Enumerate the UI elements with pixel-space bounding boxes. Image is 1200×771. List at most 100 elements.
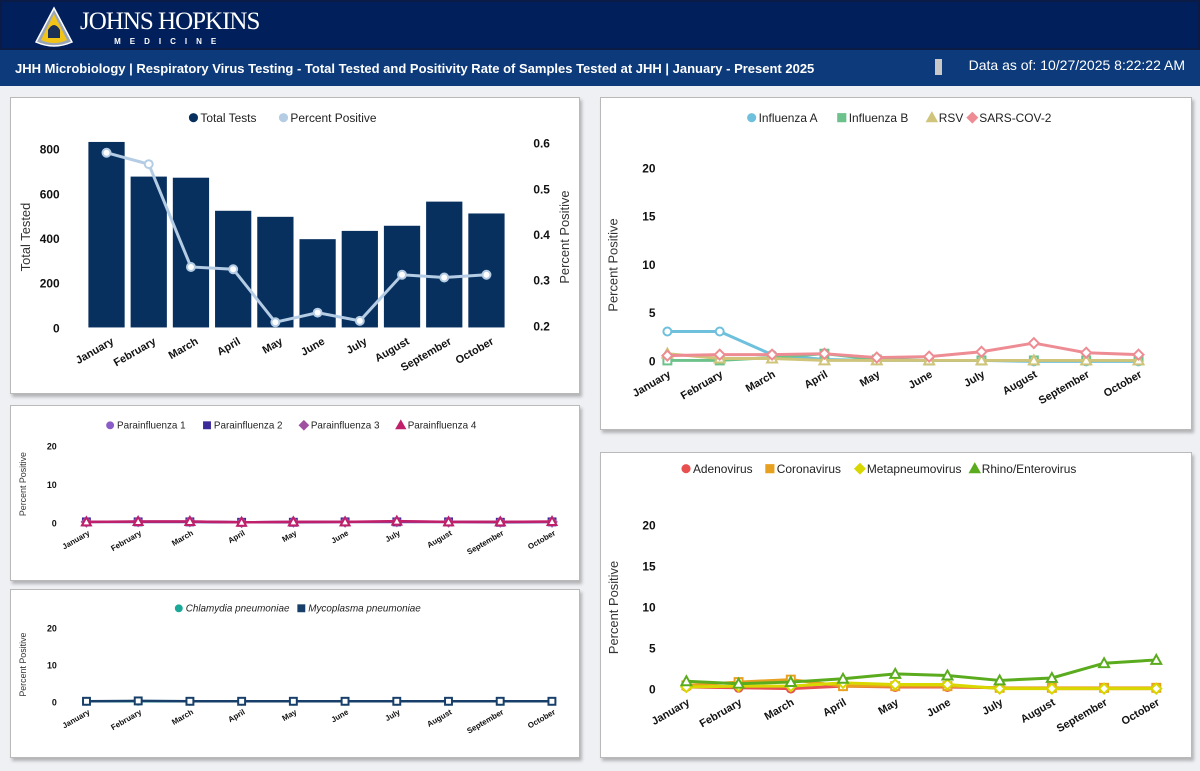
data-point <box>442 515 455 527</box>
influenza-rsv-sars-chart: Influenza A Influenza B RSV SARS-COV-2 0 5 10 1… <box>600 97 1192 430</box>
percent-positive-line <box>106 151 487 324</box>
y-tick-label: 5 <box>649 306 656 320</box>
x-tick-label: February <box>112 336 158 370</box>
y-tick-label: 20 <box>642 162 656 176</box>
y-tick-label: 20 <box>47 442 57 452</box>
x-tick-label: May <box>858 368 883 389</box>
x-tick-label: April <box>821 697 849 720</box>
x-tick-label: July <box>962 368 988 390</box>
y-tick-label: 0 <box>649 354 656 368</box>
x-tick-label: February <box>109 707 143 732</box>
data-point <box>662 326 673 337</box>
x-tick-label: January <box>650 697 692 728</box>
data-point <box>1079 353 1093 366</box>
percent-positive-point <box>312 307 323 318</box>
data-point <box>444 696 453 706</box>
percent-positive-point <box>228 264 239 275</box>
data-point <box>1097 656 1111 669</box>
x-tick-label: March <box>170 528 195 548</box>
data-point <box>993 682 1007 695</box>
x-tick-label: April <box>802 369 830 392</box>
title-bar: JHH Microbiology | Respiratory Virus Tes… <box>0 50 1200 86</box>
y-tick-label: 15 <box>642 559 656 573</box>
x-tick-label: June <box>907 369 935 392</box>
legend-label: Metapneumovirus <box>867 462 962 476</box>
x-tick-label: September <box>465 528 505 556</box>
bar-marker <box>935 59 942 75</box>
series-line <box>667 341 1139 360</box>
legend-label: RSV <box>939 111 964 125</box>
bar-total-tests <box>341 230 378 328</box>
legend-label: Parainfluenza 4 <box>408 421 477 432</box>
data-point <box>1079 346 1093 360</box>
y-tick-label: 200 <box>40 277 60 291</box>
y-tick-label: 0 <box>649 682 656 696</box>
data-point <box>1149 682 1163 695</box>
legend-circle-icon <box>747 113 757 123</box>
y-tick-label: 5 <box>649 641 656 655</box>
y-tick-label: 400 <box>40 232 60 246</box>
legend-label: SARS-COV-2 <box>979 111 1051 125</box>
data-point <box>237 696 247 706</box>
y-tick-label: 0 <box>52 519 57 529</box>
legend-circle-icon <box>106 421 115 430</box>
y-axis-label: Percent Positive <box>606 561 621 654</box>
y-tick-label: 10 <box>47 661 57 671</box>
x-tick-label: January <box>61 707 92 730</box>
x-tick-label: July <box>384 707 403 723</box>
data-point <box>679 674 694 687</box>
bar-total-tests <box>426 201 463 328</box>
data-point <box>975 345 988 359</box>
legend-square-icon <box>765 464 775 474</box>
legend-label: Parainfluenza 3 <box>311 421 380 432</box>
y2-axis-label: Percent Positive <box>557 190 572 283</box>
y-axis-label: Total Tested <box>18 203 33 272</box>
data-point <box>731 676 746 689</box>
x-tick-label: July <box>980 697 1005 718</box>
x-tick-label: July <box>344 336 369 357</box>
y-tick-label: 20 <box>642 518 656 532</box>
x-tick-label: October <box>526 528 557 551</box>
percent-positive-point <box>143 159 154 170</box>
legend-diamond-icon <box>966 111 979 124</box>
data-point <box>888 678 902 691</box>
jhm-logo: JOHNS HOPKINS MEDICINE <box>32 6 260 48</box>
y-tick-label: 10 <box>642 258 656 272</box>
bar-total-tests <box>130 176 167 328</box>
data-point <box>131 515 145 526</box>
percent-positive-point <box>270 317 281 328</box>
x-tick-label: October <box>1120 696 1163 728</box>
shield-logo-icon <box>34 6 74 47</box>
data-point <box>547 696 557 706</box>
legend-label: Rhino/Enterovirus <box>982 462 1077 476</box>
data-point <box>235 515 248 527</box>
y-tick-label: 10 <box>642 600 656 614</box>
x-tick-label: April <box>215 336 243 359</box>
x-tick-label: January <box>631 368 674 400</box>
parainfluenza-chart: Parainfluenza 1 Parainfluenza 2 Parainflue… <box>10 405 580 581</box>
data-point <box>495 696 505 706</box>
percent-positive-point <box>481 269 492 280</box>
x-tick-label: June <box>330 528 351 545</box>
data-point <box>288 696 298 706</box>
y-tick-label: 20 <box>47 624 57 634</box>
x-tick-label: August <box>1019 696 1058 725</box>
legend-label: Influenza A <box>759 111 818 125</box>
data-point <box>1149 652 1163 665</box>
other-viruses-chart: Adenovirus Coronavirus Metapneumovirus Rhin… <box>600 452 1192 758</box>
x-tick-label: September <box>1055 696 1110 735</box>
x-tick-label: August <box>425 707 453 729</box>
x-tick-label: July <box>384 528 403 544</box>
y-axis-label: Percent Positive <box>18 632 28 696</box>
legend-circle-icon <box>681 464 691 474</box>
x-tick-label: June <box>925 697 953 720</box>
legend-diamond-icon <box>853 462 866 475</box>
y-tick-label: 0 <box>52 698 57 708</box>
x-tick-label: February <box>679 368 726 402</box>
y-tick-label: 10 <box>47 480 57 490</box>
y-tick-label: 800 <box>40 143 60 157</box>
data-point <box>714 326 725 337</box>
y-axis-label: Percent Positive <box>606 218 621 311</box>
x-tick-label: June <box>299 336 327 359</box>
legend-triangle-icon <box>395 419 407 430</box>
